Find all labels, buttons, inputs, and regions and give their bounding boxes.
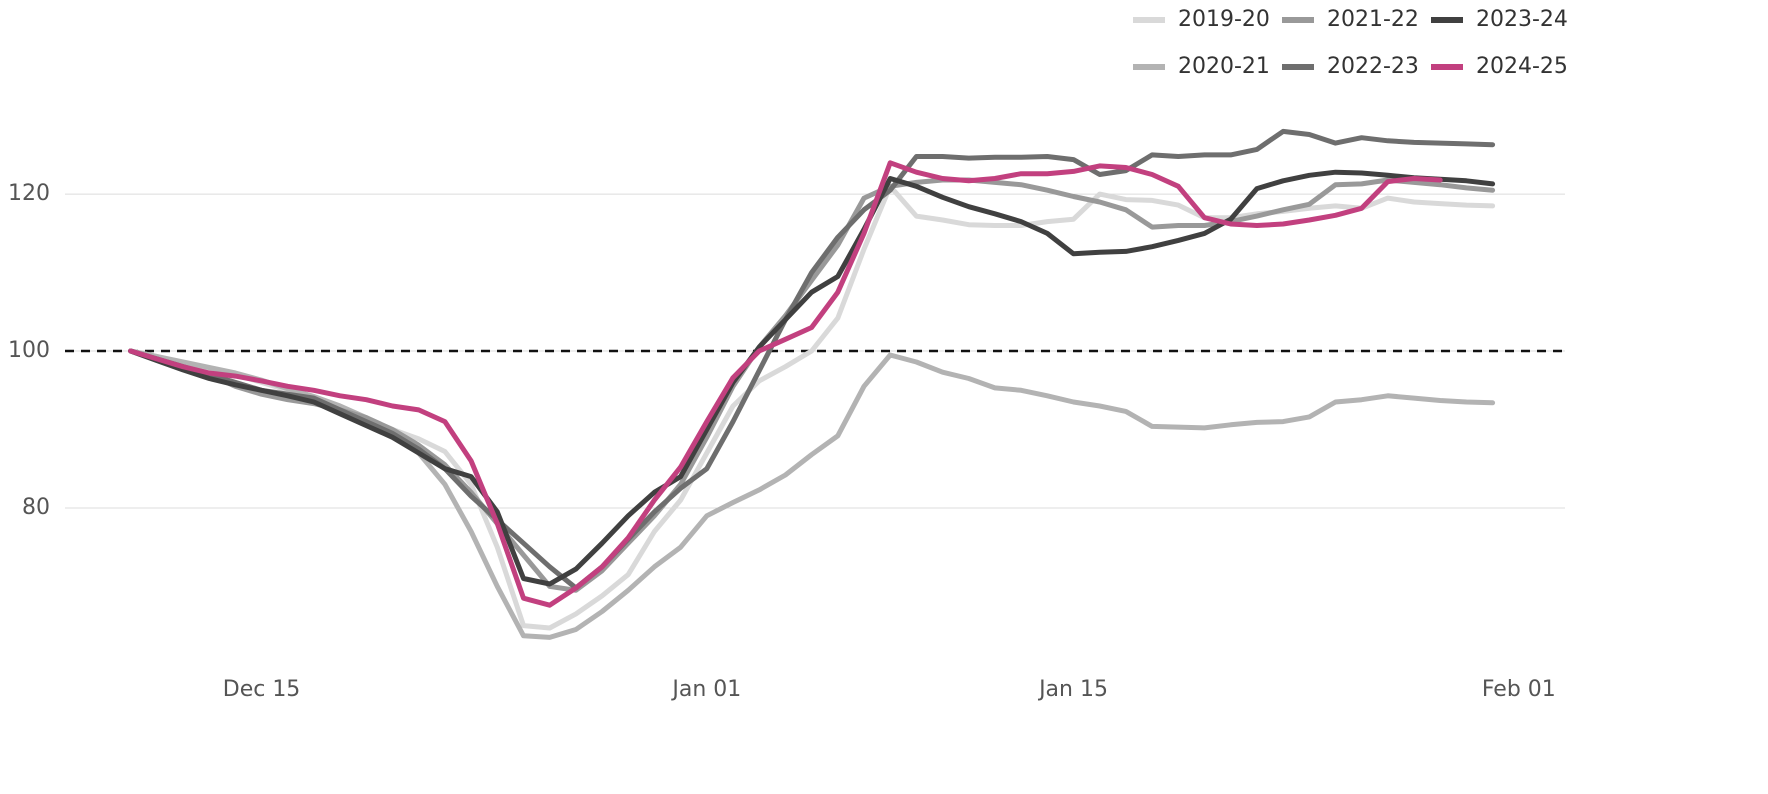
series-line [128,169,1496,587]
x-tick-label: Jan 15 [1037,677,1108,702]
x-tick-label: Jan 01 [670,677,741,702]
x-tick-label: Dec 15 [223,677,301,702]
series-line [128,177,1496,593]
legend-label: 2019-20 [1178,7,1270,32]
y-tick-label: 80 [22,495,50,520]
legend-label: 2020-21 [1178,54,1270,79]
y-tick-label: 120 [8,181,50,206]
y-tick-label: 100 [8,338,50,363]
legend-label: 2024-25 [1476,54,1568,79]
x-tick-label: Feb 01 [1482,677,1556,702]
legend-label: 2022-23 [1327,54,1419,79]
series-line [128,160,1443,608]
legend-label: 2023-24 [1476,7,1568,32]
legend-label: 2021-22 [1327,7,1419,32]
series-line [128,128,1496,591]
